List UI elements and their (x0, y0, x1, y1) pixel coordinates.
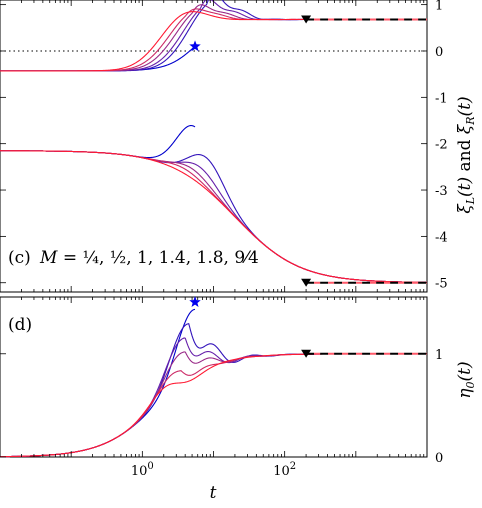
upper-triangle-marker (301, 15, 312, 24)
eta-series-2 (0, 323, 427, 458)
upper-branch-series-6 (0, 11, 427, 72)
lower-panel-frame (0, 296, 428, 458)
lower-y-axis-title: η0(t) (455, 361, 477, 398)
lower-star-marker (189, 296, 201, 308)
lower-ytick-label: 1 (435, 348, 443, 363)
ticks-group (0, 0, 428, 458)
lower-series-group (0, 308, 427, 458)
upper-ytick-label: -4 (435, 230, 448, 245)
eta-series-4 (0, 351, 427, 458)
x-tick-label: 100 (131, 461, 154, 479)
upper-ytick-label: -5 (435, 277, 448, 292)
upper-ytick-label: -1 (435, 91, 448, 106)
upper-branch-series-5 (0, 8, 427, 72)
lower-branch-series-6 (0, 150, 428, 283)
eta-series-6 (0, 353, 427, 458)
upper-ytick-label: 0 (435, 45, 443, 60)
upper-panel-formula: M = ¼, ½, 1, 1.4, 1.8, 9⁄4 (39, 248, 259, 268)
lower-ytick-label: 0 (435, 451, 443, 466)
upper-branch-series-4 (0, 4, 427, 72)
upper-panel-label: (c) (8, 248, 31, 268)
upper-ytick-label: -2 (435, 138, 448, 153)
upper-star-marker (189, 40, 201, 52)
eta-series-5 (0, 353, 427, 458)
upper-y-axis-title: ξL(t) and ξR(t) (455, 96, 477, 213)
upper-ytick-label: -3 (435, 184, 448, 199)
upper-ytick-label: 1 (435, 0, 443, 14)
upper-branch-series-2 (0, 0, 427, 72)
x-axis-title: t (210, 483, 217, 503)
tick-labels-group: 1 0 -1 -2 -3 -4 -5 1 0 100 102 (131, 0, 448, 479)
upper-branch-series-3 (0, 0, 427, 72)
lower-panel-label: (d) (8, 315, 32, 335)
markers-group (189, 15, 427, 358)
lower-triangle-marker (301, 278, 312, 287)
upper-branch-series-1 (0, 45, 196, 72)
eta-series-3 (0, 337, 427, 458)
eta-triangle-marker (301, 349, 312, 358)
upper-series-group (0, 0, 428, 283)
x-tick-label: 102 (273, 461, 296, 479)
